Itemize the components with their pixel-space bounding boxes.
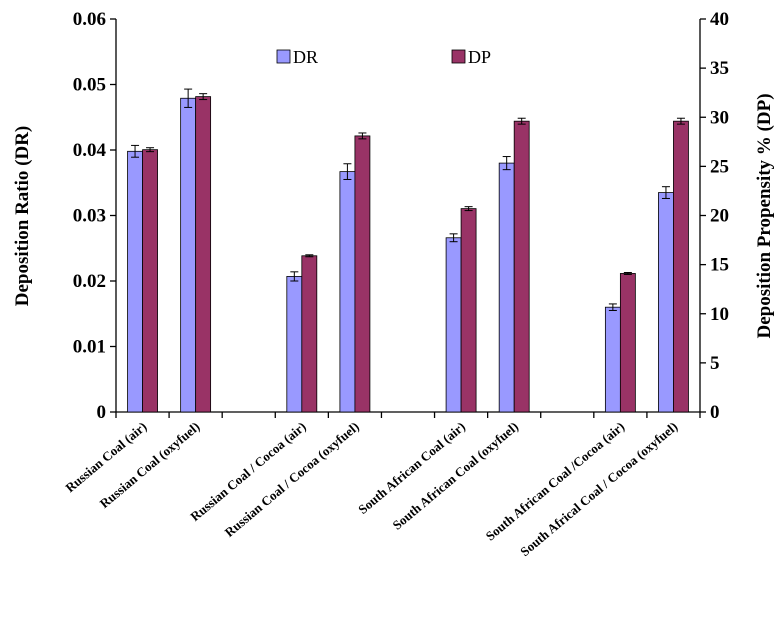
bar-dp [354, 135, 371, 413]
bar-dp [142, 149, 158, 413]
bar-dr [498, 162, 515, 413]
legend-label-dr: DR [293, 47, 318, 67]
y2-tick-label: 25 [710, 156, 729, 177]
y-tick-label: 0 [97, 402, 107, 423]
bar-dr [445, 237, 462, 413]
y-tick-label: 0.05 [73, 75, 106, 96]
y-tick-label: 0.04 [73, 140, 107, 161]
bar-dp [673, 120, 689, 413]
legend-swatch-dr [276, 49, 291, 64]
bar-dp [195, 96, 212, 413]
legend-swatch-dp [451, 49, 466, 64]
y-axis-title: Deposition Ratio (DR) [12, 126, 33, 307]
y2-tick-label: 15 [710, 255, 729, 276]
bar-dr [658, 192, 674, 413]
plot-area: 0 0.01 0.02 0.03 0.04 0.05 0.06 0 5 10 15 20 25 30 35 4… [62, 9, 729, 559]
bar-dr [286, 276, 303, 413]
legend-label-dp: DP [468, 47, 491, 67]
y2-tick-label: 40 [710, 9, 729, 30]
y2-tick-label: 20 [710, 206, 729, 227]
bar-dr [604, 306, 621, 413]
bar-dr [339, 171, 356, 413]
y2-tick-label: 30 [710, 107, 729, 128]
y2-axis-title: Deposition Propensity % (DP) [754, 93, 775, 338]
y2-tick-label: 0 [710, 402, 720, 423]
bar-dp [619, 273, 636, 413]
bar-dp [301, 255, 318, 413]
y2-tick-label: 5 [710, 353, 720, 374]
x-category-label: Russian Coal (oxyfuel) [97, 419, 203, 511]
bar-dp [460, 208, 477, 413]
y2-tick-label: 35 [710, 58, 729, 79]
legend: DR DP [276, 47, 491, 67]
bar-dr [127, 150, 143, 413]
y-tick-label: 0.03 [73, 206, 106, 227]
y-tick-label: 0.01 [73, 337, 106, 358]
y-tick-label: 0.02 [73, 271, 106, 292]
bar-dr [180, 97, 197, 413]
y-tick-label: 0.06 [73, 9, 106, 30]
y2-tick-label: 10 [710, 304, 729, 325]
bar-dp [513, 120, 530, 413]
